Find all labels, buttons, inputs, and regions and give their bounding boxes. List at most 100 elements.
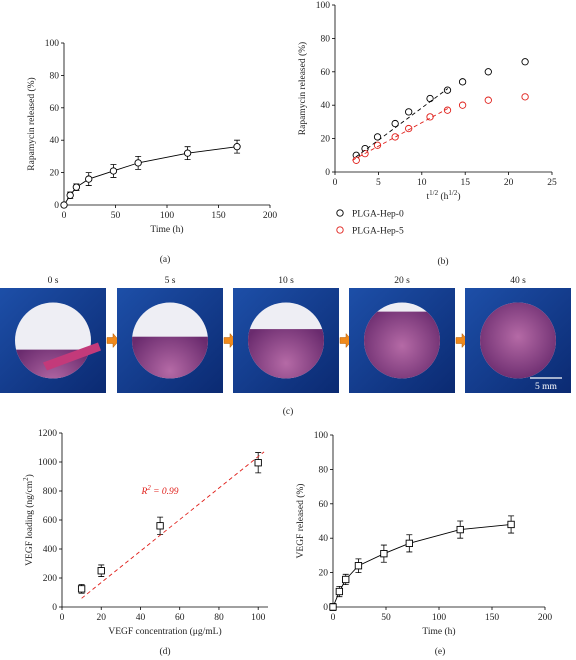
series-line [352,108,449,161]
x-tick-label: 80 [214,613,224,623]
data-point [233,143,241,151]
y-tick-label: 100 [314,431,329,441]
x-tick-label: 40 [136,613,146,623]
data-point [97,567,105,575]
data-point [183,149,192,157]
x-tick-label: 15 [460,178,470,188]
legend-label: PLGA-Hep-5 [352,227,404,237]
data-point [391,133,399,141]
y-tick-label: 20 [321,135,331,145]
time-label: 10 s [278,276,294,286]
x-tick-label: 25 [547,178,557,188]
data-point [521,58,529,66]
x-tick-label: 0 [333,178,338,188]
data-point [391,119,399,128]
pipette [43,342,101,371]
x-tick-label: 50 [111,211,121,221]
x-tick-label: 100 [251,613,266,623]
data-point [456,525,464,534]
y-tick-label: 100 [316,1,331,11]
x-tick-label: 20 [504,178,514,188]
x-tick-label: 0 [62,211,67,221]
data-point [484,96,492,104]
time-label: 40 s [510,276,526,286]
data-point [507,520,515,529]
legend-marker [336,226,344,234]
series-line [355,88,449,158]
x-tick-label: 200 [263,211,278,221]
arrow [106,332,120,349]
y-tick-label: 0 [52,603,57,613]
data-point [342,575,350,584]
data-point [443,106,452,114]
y-tick-label: 80 [50,71,60,81]
x-axis-label: VEGF concentration (μg/mL) [108,626,221,637]
data-point [77,585,86,593]
panel-label: (c) [283,406,294,417]
time-label: 0 s [48,276,59,286]
panel-label: (b) [437,256,448,267]
y-tick-label: 20 [50,169,60,179]
y-tick-label: 800 [43,487,58,497]
y-axis-label-part: 2 [22,477,30,481]
x-tick-label: 20 [96,613,106,623]
y-tick-label: 100 [45,39,60,49]
panel-label: (d) [159,646,170,657]
data-point [521,93,529,101]
y-tick-label: 60 [50,104,60,114]
y-tick-label: 1200 [38,429,57,439]
data-point [85,175,93,183]
time-label: 20 s [394,276,410,286]
y-tick-label: 0 [54,201,59,211]
data-point [354,562,363,570]
annotation-part: R [140,487,147,497]
y-tick-label: 60 [321,68,331,78]
y-tick-label: 200 [43,574,58,584]
y-axis-label: Rapamycin released (%) [297,42,308,135]
annotation-part: = 0.99 [151,487,179,497]
x-tick-label: 100 [160,211,175,221]
data-point [373,141,382,149]
data-point [405,108,413,116]
scale-bar-label: 5 mm [535,382,558,392]
y-axis-label: VEGF loading (ng/cm2) [22,474,35,566]
data-point [484,68,492,76]
series-line [81,451,265,599]
x-tick-label: 200 [538,613,553,623]
data-point [443,86,452,94]
x-axis-label: t1/2 (h1/2) [426,189,460,202]
data-point [458,101,467,109]
x-axis-label-part: 1/2 [429,189,438,197]
x-tick-label: 150 [485,613,500,623]
data-point [373,133,382,141]
x-tick-label: 60 [175,613,185,623]
data-point [134,159,142,167]
data-point [380,550,388,558]
annotation-part: 2 [147,484,151,492]
data-point [426,94,434,103]
y-tick-label: 400 [43,545,58,555]
annotation: R2 = 0.99 [140,484,178,497]
y-axis-label: VEGF released (%) [295,484,306,559]
x-tick-label: 0 [331,613,336,623]
y-tick-label: 40 [50,136,60,146]
x-tick-label: 5 [376,178,381,188]
x-tick-label: 10 [417,178,427,188]
y-tick-label: 80 [321,34,331,44]
data-point [458,78,467,86]
y-axis-label-part: VEGF loading (ng/cm [24,480,35,566]
y-tick-label: 60 [319,500,329,510]
photo-liquid [248,329,324,379]
y-tick-label: 40 [319,534,329,544]
y-tick-label: 80 [319,465,329,475]
x-tick-label: 100 [432,613,447,623]
data-point [60,201,68,209]
x-axis-label-part: t [426,192,429,202]
panel-label: (a) [160,254,171,265]
x-axis-label-part: ) [457,191,460,202]
y-axis-label: Rapamycin released (%) [26,77,37,170]
x-axis-label: Time (h) [422,626,455,637]
data-point [156,522,164,530]
time-label: 5 s [165,276,176,286]
